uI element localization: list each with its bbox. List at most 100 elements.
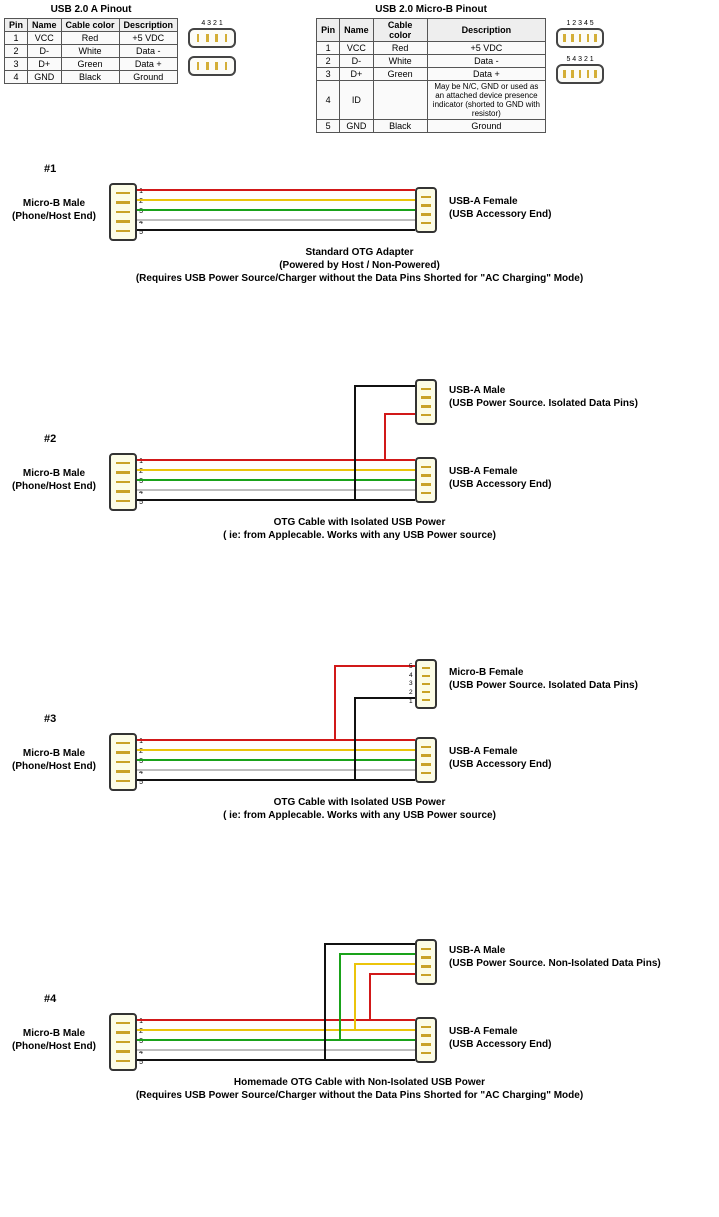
- td: Green: [373, 68, 427, 81]
- microb-connector-icon: [556, 28, 604, 48]
- wire-dminus: [137, 1049, 415, 1051]
- td: D+: [340, 68, 374, 81]
- usb-a-male-connector: [415, 379, 437, 425]
- top-connector-label: Micro-B Female (USB Power Source. Isolat…: [449, 667, 638, 692]
- td: 1: [317, 42, 340, 55]
- td: D+: [28, 58, 62, 71]
- left-connector-label: Micro-B Male (Phone/Host End): [4, 468, 104, 493]
- wire-dplus-branch: [339, 953, 415, 955]
- th: Pin: [5, 19, 28, 32]
- td: 2: [317, 55, 340, 68]
- wire-vcc: [137, 1019, 415, 1021]
- lbl-line: USB-A Female: [449, 1026, 518, 1037]
- usb-a-connector-icon: [188, 56, 236, 76]
- usb-a-female-connector: [415, 187, 437, 233]
- wire-vcc-branch: [334, 665, 415, 667]
- usb-a-male-connector: [415, 939, 437, 985]
- td: 2: [5, 45, 28, 58]
- lbl-line: USB-A Female: [449, 196, 518, 207]
- caption-line: ( ie: from Applecable. Works with any US…: [223, 530, 496, 541]
- usb-a-female-connector: [415, 457, 437, 503]
- pin-labels: 1 2 3 4 5: [556, 20, 604, 27]
- usb-a-pinout-block: USB 2.0 A Pinout Pin Name Cable color De…: [4, 4, 178, 133]
- td: 4: [317, 81, 340, 120]
- td: Data +: [427, 68, 545, 81]
- td: Ground: [119, 71, 178, 84]
- top-connector-label: USB-A Male (USB Power Source. Non-Isolat…: [449, 945, 661, 970]
- wire-id-branch: [354, 963, 356, 1031]
- td: 4: [5, 71, 28, 84]
- lbl-line: (Phone/Host End): [12, 481, 96, 492]
- diagram-caption: OTG Cable with Isolated USB Power ( ie: …: [4, 795, 715, 821]
- wire-dplus: [137, 759, 415, 761]
- td: White: [373, 55, 427, 68]
- top-pinout-section: USB 2.0 A Pinout Pin Name Cable color De…: [4, 4, 715, 133]
- wire-gnd: [137, 499, 415, 501]
- th: Description: [119, 19, 178, 32]
- diagram-caption: OTG Cable with Isolated USB Power ( ie: …: [4, 515, 715, 541]
- right-connector-label: USB-A Female (USB Accessory End): [449, 1026, 551, 1051]
- wire-dminus: [137, 769, 415, 771]
- left-connector-label: Micro-B Male (Phone/Host End): [4, 748, 104, 773]
- wire-vcc-branch: [334, 665, 336, 741]
- td: ID: [340, 81, 374, 120]
- td: Red: [373, 42, 427, 55]
- lbl-line: (Phone/Host End): [12, 211, 96, 222]
- diagram-number: #4: [44, 993, 56, 1005]
- th: Pin: [317, 19, 340, 42]
- lbl-line: USB-A Female: [449, 466, 518, 477]
- caption-line: Homemade OTG Cable with Non-Isolated USB…: [234, 1077, 485, 1088]
- microb-male-connector: 12345: [109, 1013, 137, 1071]
- wire-gnd: [137, 1059, 415, 1061]
- diagram-2: #2 Micro-B Male (Phone/Host End) 12345 U…: [4, 373, 715, 573]
- td: Black: [61, 71, 119, 84]
- lbl-line: USB-A Male: [449, 945, 505, 956]
- pin-labels: 4 3 2 1: [188, 20, 236, 27]
- td: D-: [28, 45, 62, 58]
- wire-vcc-branch: [384, 413, 386, 461]
- td: VCC: [28, 32, 62, 45]
- lbl-line: USB-A Female: [449, 746, 518, 757]
- diagram-caption: Standard OTG Adapter (Powered by Host / …: [4, 245, 715, 284]
- diagram-1: #1 Micro-B Male (Phone/Host End) 12345 U…: [4, 163, 715, 293]
- wire-dplus-branch: [339, 953, 341, 1041]
- wire-vcc: [137, 459, 415, 461]
- td: GND: [340, 120, 374, 133]
- td: 5: [317, 120, 340, 133]
- lbl-line: Micro-B Male: [23, 468, 85, 479]
- wire-vcc-branch: [384, 413, 415, 415]
- microb-male-connector: 12345: [109, 183, 137, 241]
- microb-female-connector: 54321: [415, 659, 437, 709]
- wire-id: [137, 469, 415, 471]
- left-connector-label: Micro-B Male (Phone/Host End): [4, 1028, 104, 1053]
- microb-connector-icon: [556, 64, 604, 84]
- diagram-number: #2: [44, 433, 56, 445]
- wire-dplus: [137, 209, 415, 211]
- wire-gnd-branch: [324, 943, 415, 945]
- usb-a-title: USB 2.0 A Pinout: [51, 4, 132, 15]
- wire-id: [137, 199, 415, 201]
- th: Cable color: [373, 19, 427, 42]
- td: 3: [317, 68, 340, 81]
- usb-microb-table: Pin Name Cable color Description 1VCCRed…: [316, 18, 546, 133]
- th: Name: [28, 19, 62, 32]
- td: White: [61, 45, 119, 58]
- diagram-number: #3: [44, 713, 56, 725]
- wire-vcc-branch: [369, 973, 371, 1021]
- th: Name: [340, 19, 374, 42]
- lbl-line: (USB Accessory End): [449, 209, 551, 220]
- diagram-3: #3 Micro-B Male (Phone/Host End) 12345 5…: [4, 653, 715, 853]
- lbl-line: (Phone/Host End): [12, 761, 96, 772]
- wire-gnd-branch: [354, 697, 356, 781]
- lbl-line: (USB Power Source. Isolated Data Pins): [449, 680, 638, 691]
- td: Red: [61, 32, 119, 45]
- td: +5 VDC: [427, 42, 545, 55]
- caption-line: Standard OTG Adapter: [306, 247, 414, 258]
- lbl-line: (USB Power Source. Isolated Data Pins): [449, 398, 638, 409]
- wire-dminus: [137, 489, 415, 491]
- wire-gnd: [137, 229, 415, 231]
- diagram-number: #1: [44, 163, 56, 175]
- lbl-line: Micro-B Female: [449, 667, 523, 678]
- lbl-line: (USB Accessory End): [449, 759, 551, 770]
- td: [373, 81, 427, 120]
